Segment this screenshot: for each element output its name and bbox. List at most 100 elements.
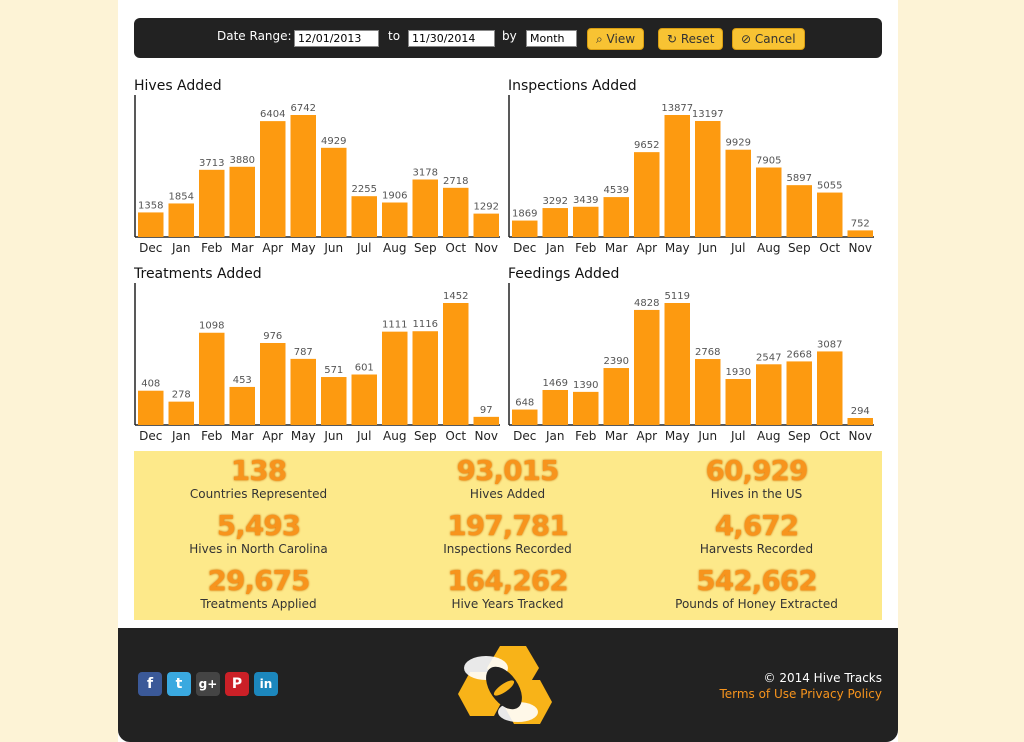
cancel-text: Cancel: [754, 32, 796, 46]
from-date[interactable]: 12/01/2013: [294, 30, 379, 47]
period-select[interactable]: Month: [526, 30, 577, 47]
x-tick-label: Jan: [545, 241, 565, 255]
stat: 93,015 Hives Added: [383, 455, 632, 502]
value-label: 3087: [817, 339, 842, 350]
value-label: 9652: [634, 140, 659, 151]
stat-value: 5,493: [216, 509, 302, 542]
bar: [290, 358, 316, 425]
bar: [817, 192, 843, 237]
stat-label: Hives in North Carolina: [189, 542, 328, 556]
x-tick-label: Apr: [636, 429, 657, 443]
stat: 4,672 Harvests Recorded: [632, 510, 881, 557]
bar: [725, 379, 751, 425]
bar: [229, 166, 255, 237]
bar: [695, 359, 721, 425]
view-button[interactable]: ⌕ View: [587, 28, 645, 50]
bar: [603, 368, 629, 425]
bar: [512, 409, 538, 425]
value-label: 1869: [512, 209, 537, 220]
value-label: 601: [355, 363, 374, 374]
value-label: 2668: [787, 349, 812, 360]
stat-value: 164,262: [447, 564, 569, 597]
value-label: 1854: [169, 191, 194, 202]
bar: [634, 309, 660, 425]
x-tick-label: Feb: [575, 429, 596, 443]
x-tick-label: Feb: [201, 241, 222, 255]
bar: [542, 208, 568, 237]
footer-text: © 2014 Hive Tracks Terms of Use Privacy …: [719, 670, 882, 702]
bar: [229, 386, 255, 425]
view-text: View: [606, 32, 636, 46]
facebook-icon[interactable]: f: [138, 672, 162, 696]
bar: [321, 147, 347, 237]
stat: 60,929 Hives in the US: [632, 455, 881, 502]
x-tick-label: Jun: [697, 429, 717, 443]
bar: [542, 389, 568, 425]
x-tick-label: Aug: [383, 429, 406, 443]
x-tick-label: Sep: [788, 429, 811, 443]
x-tick-label: Jun: [323, 429, 343, 443]
x-tick-label: Jan: [545, 429, 565, 443]
stat: 164,262 Hive Years Tracked: [383, 564, 632, 612]
googleplus-icon[interactable]: g+: [196, 672, 220, 696]
x-tick-label: Dec: [139, 429, 162, 443]
privacy-link[interactable]: Privacy Policy: [800, 687, 882, 701]
value-label: 294: [851, 406, 870, 417]
x-tick-label: Apr: [262, 241, 283, 255]
value-label: 752: [851, 218, 870, 229]
copyright: © 2014 Hive Tracks: [763, 671, 882, 685]
value-label: 4539: [604, 185, 629, 196]
bar: [603, 197, 629, 237]
cancel-button[interactable]: ⊘ Cancel: [732, 28, 805, 50]
bar: [351, 196, 377, 237]
stats-panel: 138 Countries Represented 93,015 Hives Adde…: [134, 451, 882, 620]
stat: 5,493 Hives in North Carolina: [134, 509, 383, 557]
x-tick-label: Dec: [513, 241, 536, 255]
bar: [382, 202, 408, 237]
bar: [573, 391, 599, 425]
value-label: 4929: [321, 136, 346, 147]
to-date[interactable]: 11/30/2014: [408, 30, 495, 47]
chart: Inspections Added 1869 Dec 3292 Jan 3439 Feb 45…: [508, 78, 874, 255]
x-tick-label: Dec: [139, 241, 162, 255]
bar: [168, 401, 194, 425]
x-tick-label: Jan: [171, 241, 191, 255]
chart: Hives Added 1358 Dec 1854 Jan 3713 Feb 3880 Mar 6…: [134, 78, 500, 255]
twitter-icon[interactable]: t: [167, 672, 191, 696]
bar: [847, 417, 873, 425]
by-label: by: [502, 29, 517, 43]
bar: [199, 169, 225, 237]
value-label: 3178: [413, 167, 438, 178]
bar: [443, 303, 469, 425]
bar: [168, 203, 194, 237]
x-tick-label: May: [291, 241, 316, 255]
bar: [756, 167, 782, 237]
value-label: 976: [263, 331, 282, 342]
value-label: 1292: [474, 202, 499, 213]
value-label: 787: [294, 347, 313, 358]
chart-title: Treatments Added: [134, 266, 262, 282]
linkedin-icon[interactable]: in: [254, 672, 278, 696]
terms-link[interactable]: Terms of Use: [719, 687, 797, 701]
x-tick-label: Nov: [849, 241, 872, 255]
value-label: 7905: [756, 156, 781, 167]
value-label: 3713: [199, 158, 224, 169]
x-tick-label: Oct: [445, 429, 466, 443]
value-label: 4828: [634, 298, 659, 309]
value-label: 1358: [138, 200, 163, 211]
bar: [664, 303, 690, 425]
value-label: 5055: [817, 181, 842, 192]
bar: [634, 152, 660, 237]
value-label: 3439: [573, 195, 598, 206]
bar: [786, 361, 812, 425]
reset-text: Reset: [680, 32, 715, 46]
bar: [260, 342, 286, 425]
bar: [443, 187, 469, 237]
pinterest-icon[interactable]: P: [225, 672, 249, 696]
value-label: 2718: [443, 176, 468, 187]
reset-button[interactable]: ↻ Reset: [658, 28, 724, 50]
x-tick-label: Jul: [356, 241, 371, 255]
bar: [199, 332, 225, 425]
bar: [512, 220, 538, 237]
